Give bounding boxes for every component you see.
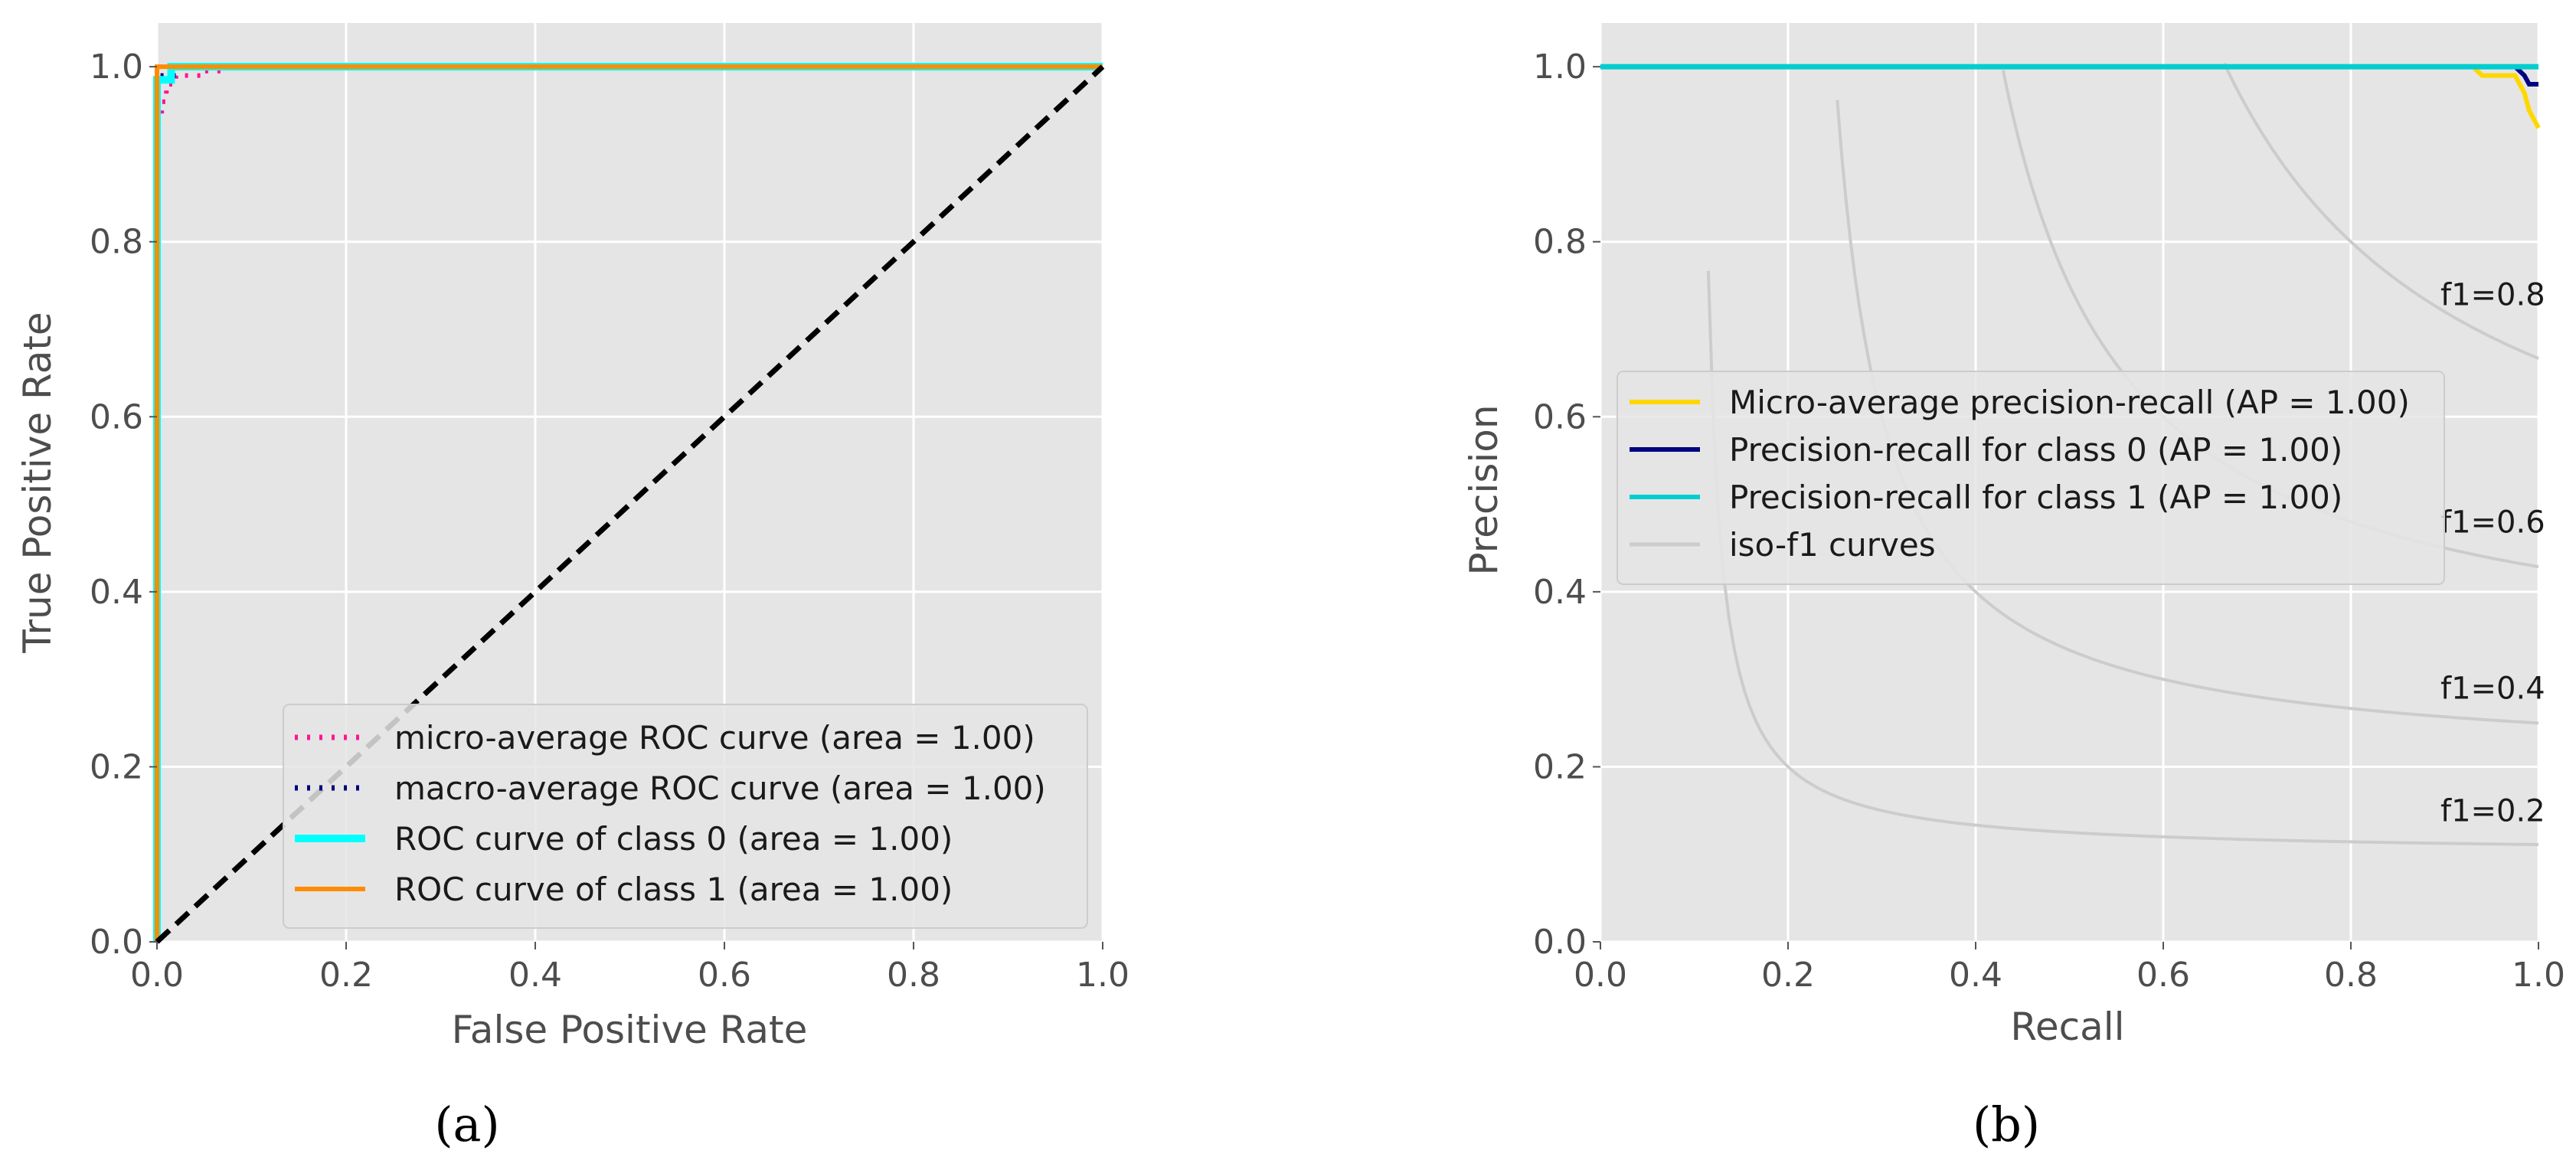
roc-x-tick-label: 0.4: [508, 956, 562, 995]
roc-legend-label: ROC curve of class 0 (area = 1.00): [394, 820, 953, 858]
roc-x-tick-label: 0.2: [319, 956, 373, 995]
pr-ticks: 0.0 0.2 0.4 0.6 0.8 1.0 0.0 0.2 0.4 0.6 0.8 1.0: [1533, 47, 2565, 995]
pr-x-tick-label: 1.0: [2512, 956, 2565, 995]
pr-panel: f1=0.2 f1=0.4 f1=0.6 f1=0.8 0.0 0.2 0.4 0.6 0.8…: [1462, 23, 2565, 1152]
iso-f1-curve: [1706, 270, 2539, 846]
iso-f1-label: f1=0.6: [2440, 505, 2545, 540]
pr-y-tick-label: 1.0: [1533, 47, 1587, 87]
pr-y-tick-label: 0.4: [1533, 573, 1587, 612]
roc-y-tick-label: 0.6: [90, 397, 143, 436]
roc-legend-box: [283, 704, 1088, 929]
pr-y-tick-label: 0.6: [1533, 397, 1587, 436]
roc-ticks: 0.0 0.2 0.4 0.6 0.8 1.0 0.0 0.2 0.4 0.6 0.8 1.0: [90, 47, 1129, 995]
roc-y-tick-label: 0.2: [90, 747, 143, 786]
pr-y-axis-label: Precision: [1462, 404, 1506, 575]
pr-legend-label: Micro-average precision-recall (AP = 1.0…: [1729, 384, 2410, 421]
roc-y-tick-label: 0.0: [90, 923, 143, 962]
roc-legend-label: micro-average ROC curve (area = 1.00): [394, 719, 1035, 757]
iso-f1-label: f1=0.8: [2440, 277, 2545, 312]
roc-x-tick-label: 0.6: [698, 956, 751, 995]
pr-x-tick-label: 0.0: [1574, 956, 1627, 995]
roc-panel: 0.0 0.2 0.4 0.6 0.8 1.0 0.0 0.2 0.4 0.6 0.8 1.0 Fal…: [15, 23, 1129, 1152]
roc-legend-label: ROC curve of class 1 (area = 1.00): [394, 871, 953, 908]
pr-y-tick-label: 0.0: [1533, 923, 1587, 962]
pr-x-tick-label: 0.8: [2324, 956, 2378, 995]
pr-legend-box: [1617, 371, 2445, 585]
pr-legend-label: iso-f1 curves: [1729, 526, 1936, 564]
pr-legend-label: Precision-recall for class 0 (AP = 1.00): [1729, 431, 2342, 469]
pr-legend: Micro-average precision-recall (AP = 1.0…: [1617, 371, 2445, 585]
iso-f1-curve: [2222, 62, 2539, 360]
pr-x-tick-label: 0.6: [2136, 956, 2190, 995]
roc-x-tick-label: 0.0: [130, 956, 184, 995]
iso-f1-label: f1=0.4: [2440, 672, 2545, 707]
panel-a-caption: (a): [434, 1096, 499, 1152]
roc-y-axis-label: True Positive Rate: [15, 312, 60, 653]
pr-x-axis-label: Recall: [2010, 1005, 2124, 1049]
roc-x-tick-label: 1.0: [1076, 956, 1129, 995]
roc-y-tick-label: 0.4: [90, 573, 143, 612]
pr-y-tick-label: 0.8: [1533, 223, 1587, 262]
roc-x-tick-label: 0.8: [887, 956, 940, 995]
pr-x-tick-label: 0.4: [1949, 956, 2002, 995]
roc-x-axis-label: False Positive Rate: [452, 1008, 808, 1052]
pr-legend-label: Precision-recall for class 1 (AP = 1.00): [1729, 479, 2342, 516]
pr-series: [1600, 64, 2541, 129]
roc-legend: micro-average ROC curve (area = 1.00) mac…: [283, 704, 1088, 929]
pr-y-tick-label: 0.2: [1533, 747, 1587, 786]
pr-series-line: [1600, 64, 2541, 129]
panel-b-caption: (b): [1973, 1096, 2040, 1152]
roc-legend-label: macro-average ROC curve (area = 1.00): [394, 770, 1046, 807]
roc-y-tick-label: 1.0: [90, 47, 143, 87]
iso-f1-label: f1=0.2: [2440, 794, 2545, 829]
pr-x-tick-label: 0.2: [1761, 956, 1815, 995]
roc-y-tick-label: 0.8: [90, 223, 143, 262]
